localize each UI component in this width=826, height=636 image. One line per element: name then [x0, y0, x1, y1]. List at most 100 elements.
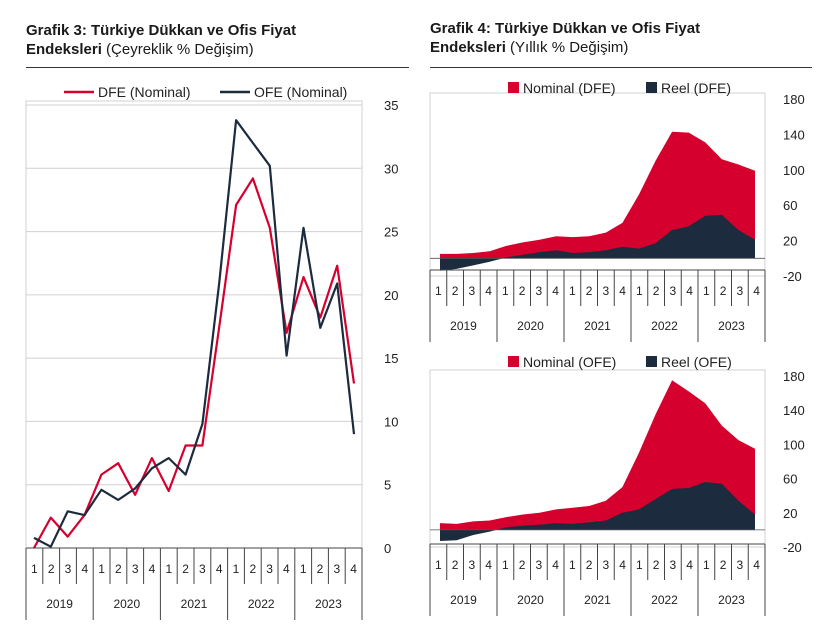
area-chart-dfe-quarter-label: 1 — [435, 284, 442, 298]
area-chart-ofe-quarter-label: 1 — [636, 558, 643, 572]
line-chart-quarter-label: 2 — [317, 562, 324, 576]
line-chart-quarter-label: 4 — [283, 562, 290, 576]
area-chart-ofe-quarter-label: 2 — [519, 558, 526, 572]
area-chart-dfe-quarter-label: 3 — [737, 284, 744, 298]
area-chart-ofe-y-tick-label: 60 — [783, 472, 797, 487]
area-chart-ofe-year-label: 2019 — [450, 593, 477, 607]
area-chart-dfe-y-tick-label: 180 — [783, 92, 805, 107]
area-chart-dfe-legend-label-reel: Reel (DFE) — [661, 80, 731, 96]
area-chart-ofe-quarter-label: 3 — [737, 558, 744, 572]
area-chart-dfe-quarter-label: 3 — [603, 284, 610, 298]
area-chart-dfe-y-tick-label: 60 — [783, 198, 797, 213]
area-chart-dfe-y-tick-label: 100 — [783, 163, 805, 178]
line-chart-y-tick-label: 25 — [384, 225, 398, 240]
line-chart-quarter-label: 3 — [266, 562, 273, 576]
line-chart-quarter-label: 2 — [115, 562, 122, 576]
area-chart-ofe-legend-swatch-nominal — [508, 356, 519, 367]
line-chart-quarter-label: 4 — [350, 562, 357, 576]
area-chart-ofe-quarter-label: 2 — [653, 558, 660, 572]
area-chart-ofe-quarter-label: 4 — [485, 558, 492, 572]
line-chart-y-tick-label: 35 — [384, 98, 398, 113]
area-chart-ofe-quarter-label: 4 — [552, 558, 559, 572]
area-chart-ofe-y-tick-label: -20 — [783, 540, 802, 555]
area-chart-dfe-quarter-label: 2 — [452, 284, 459, 298]
chart-title-left-sub: (Çeyreklik % Değişim) — [106, 41, 254, 58]
area-chart-ofe-quarter-label: 4 — [753, 558, 760, 572]
line-chart-y-tick-label: 0 — [384, 541, 391, 556]
area-chart-ofe-quarter-label: 1 — [703, 558, 710, 572]
area-chart-dfe-quarter-label: 2 — [653, 284, 660, 298]
area-chart-ofe-quarter-label: 3 — [536, 558, 543, 572]
area-chart-dfe-year-label: 2022 — [651, 319, 678, 333]
area-chart-dfe-quarter-label: 3 — [469, 284, 476, 298]
area-chart-dfe-y-tick-label: -20 — [783, 269, 802, 284]
area-chart-dfe-quarter-label: 2 — [586, 284, 593, 298]
area-chart-dfe-legend-swatch-reel — [646, 82, 657, 93]
legend-label-dfe: DFE (Nominal) — [98, 84, 191, 100]
line-chart-y-tick-label: 5 — [384, 478, 391, 493]
chart-title-right: Grafik 4: Türkiye Dükkan ve Ofis Fiyat E… — [430, 19, 700, 57]
line-chart-year-label: 2022 — [248, 597, 275, 611]
area-chart-dfe-area-nominal — [440, 131, 755, 259]
area-chart-dfe-quarter-label: 1 — [636, 284, 643, 298]
line-chart-quarter-label: 3 — [132, 562, 139, 576]
line-series-ofe — [33, 119, 356, 548]
chart-title-left-line1: Grafik 3: Türkiye Dükkan ve Ofis Fiyat — [26, 22, 297, 39]
area-chart-dfe-year-label: 2020 — [517, 319, 544, 333]
title-rule-right — [430, 67, 812, 68]
chart-title-left-line2: Endeksleri — [26, 41, 102, 58]
area-chart-dfe-quarter-label: 3 — [536, 284, 543, 298]
line-chart-quarter-label: 2 — [249, 562, 256, 576]
area-chart-ofe-quarter-label: 1 — [435, 558, 442, 572]
line-chart-quarter-label: 1 — [300, 562, 307, 576]
area-chart-dfe-y-tick-label: 140 — [783, 127, 805, 142]
area-chart-ofe-year-label: 2020 — [517, 593, 544, 607]
line-chart-y-tick-label: 15 — [384, 351, 398, 366]
legend-label-ofe: OFE (Nominal) — [254, 84, 347, 100]
area-chart-ofe-legend-swatch-reel — [646, 356, 657, 367]
area-chart-ofe-quarter-label: 2 — [586, 558, 593, 572]
area-chart-dfe-quarter-label: 4 — [552, 284, 559, 298]
area-chart-ofe-legend-label-nominal: Nominal (OFE) — [523, 354, 616, 370]
area-chart-ofe-quarter-label: 1 — [502, 558, 509, 572]
area-chart-dfe-year-label: 2019 — [450, 319, 477, 333]
area-chart-ofe-y-tick-label: 100 — [783, 437, 805, 452]
area-chart-dfe-area-reel — [440, 214, 755, 271]
area-chart-dfe-quarter-label: 2 — [519, 284, 526, 298]
area-chart-dfe-quarter-label: 1 — [502, 284, 509, 298]
area-chart-ofe-quarter-label: 3 — [603, 558, 610, 572]
area-chart-ofe-area-reel — [440, 482, 755, 541]
area-chart-dfe-quarter-label: 1 — [569, 284, 576, 298]
line-chart-year-label: 2021 — [181, 597, 208, 611]
chart-title-left: Grafik 3: Türkiye Dükkan ve Ofis Fiyat E… — [26, 21, 296, 59]
area-chart-ofe-quarter-label: 4 — [619, 558, 626, 572]
line-chart-quarter-label: 1 — [98, 562, 105, 576]
line-chart-quarter-label: 4 — [216, 562, 223, 576]
area-chart-ofe-year-label: 2022 — [651, 593, 678, 607]
area-chart-dfe-quarter-label: 1 — [703, 284, 710, 298]
area-chart-ofe-y-tick-label: 140 — [783, 403, 805, 418]
chart-title-right-line2: Endeksleri — [430, 39, 506, 56]
area-chart-ofe-quarter-label: 4 — [686, 558, 693, 572]
line-chart-quarter-label: 1 — [233, 562, 240, 576]
line-chart-quarter-label: 4 — [81, 562, 88, 576]
line-chart-quarter-label: 2 — [182, 562, 189, 576]
area-chart-dfe-y-tick-label: 20 — [783, 234, 797, 249]
area-chart-dfe-year-label: 2023 — [718, 319, 745, 333]
area-chart-dfe-quarter-label: 4 — [753, 284, 760, 298]
area-chart-ofe-year-label: 2021 — [584, 593, 611, 607]
line-chart-quarter-label: 3 — [199, 562, 206, 576]
area-chart-ofe-quarter-label: 3 — [469, 558, 476, 572]
area-chart-ofe-y-tick-label: 180 — [783, 369, 805, 384]
title-rule-left — [26, 67, 409, 68]
line-chart-year-label: 2019 — [46, 597, 73, 611]
line-chart-y-tick-label: 20 — [384, 288, 398, 303]
line-chart-quarter-label: 3 — [333, 562, 340, 576]
line-chart-y-tick-label: 10 — [384, 414, 398, 429]
area-chart-dfe-quarter-label: 3 — [670, 284, 677, 298]
area-chart-ofe-quarter-label: 1 — [569, 558, 576, 572]
area-chart-dfe-quarter-label: 4 — [485, 284, 492, 298]
area-chart-dfe-legend-label-nominal: Nominal (DFE) — [523, 80, 616, 96]
area-chart-ofe-year-label: 2023 — [718, 593, 745, 607]
